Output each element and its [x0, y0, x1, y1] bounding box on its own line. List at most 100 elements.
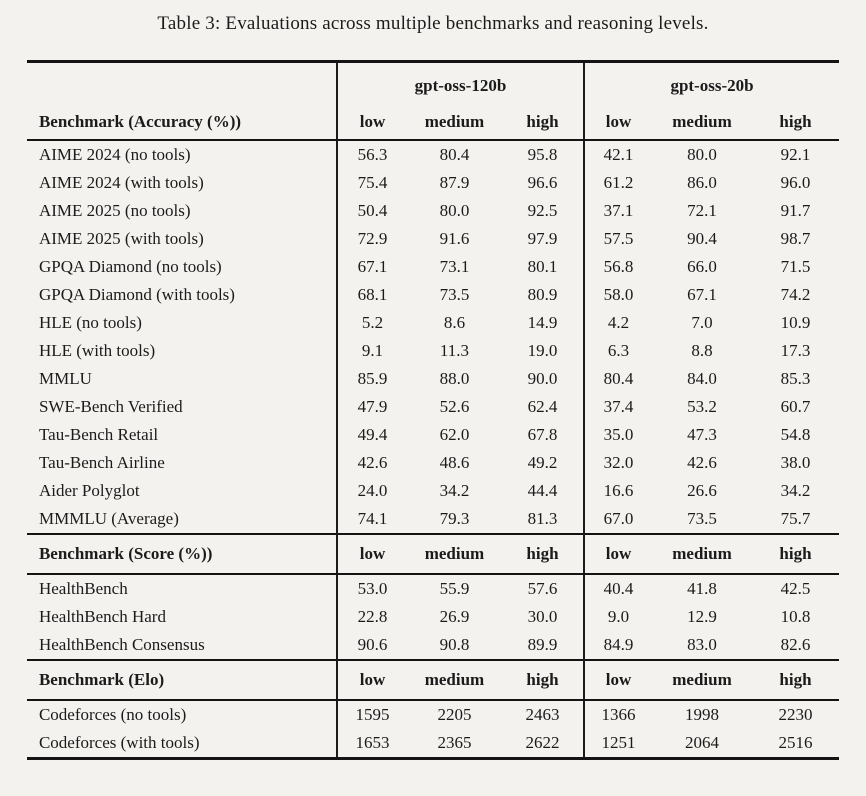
value-cell: 90.6	[335, 631, 407, 660]
table-row: HealthBench Consensus 90.6 90.8 89.9 84.9 83.…	[27, 631, 839, 660]
value-cell: 8.8	[691, 341, 713, 360]
section-header-label: Benchmark (Accuracy (%))	[26, 98, 337, 141]
value-cell: 68.1	[335, 281, 407, 309]
value-cell: 96.0	[780, 173, 811, 192]
value-cell: 41.8	[687, 579, 717, 598]
section-header-label: Benchmark (Score (%))	[26, 533, 337, 575]
value-cell: 2463	[525, 705, 560, 724]
section-header-row: Benchmark (Score (%)) low medium high low med…	[26, 533, 840, 575]
value-cell: 42.5	[780, 579, 811, 598]
value-cell: 8.6	[443, 313, 466, 332]
value-cell: 1595	[335, 700, 407, 729]
benchmark-label: Tau-Bench Retail	[38, 425, 159, 444]
value-cell: 47.3	[687, 425, 717, 444]
level-header-low: low	[582, 533, 652, 575]
value-cell: 10.8	[780, 607, 811, 626]
value-cell: 90.4	[687, 229, 717, 248]
value-cell: 67.1	[335, 253, 407, 281]
table-row: MMLU 85.9 88.0 90.0 80.4 84.0 85.3	[27, 365, 839, 393]
value-cell: 10.9	[780, 313, 811, 332]
table-row: GPQA Diamond (with tools) 68.1 73.5 80.9 58.…	[27, 281, 839, 309]
value-cell: 2064	[651, 729, 752, 760]
value-cell: 16.6	[582, 477, 652, 505]
value-cell: 80.4	[439, 145, 470, 164]
table-row: AIME 2024 (with tools) 75.4 87.9 96.6 61.2 86…	[27, 169, 839, 197]
table-row: SWE-Bench Verified 47.9 52.6 62.4 37.4 53.2 60…	[27, 393, 839, 421]
value-cell: 56.3	[335, 140, 407, 169]
level-header-high: high	[751, 659, 840, 701]
table-row: Tau-Bench Airline 42.6 48.6 49.2 32.0 42.6 38.…	[27, 449, 839, 477]
value-cell: 80.1	[527, 257, 558, 276]
value-cell: 74.2	[780, 285, 811, 304]
value-cell: 2205	[437, 705, 472, 724]
value-cell: 19.0	[527, 341, 558, 360]
model-group-label-120b: gpt-oss-120b	[335, 60, 584, 98]
benchmark-label: AIME 2025 (no tools)	[38, 201, 191, 220]
value-cell: 14.9	[527, 313, 558, 332]
value-cell: 55.9	[439, 579, 470, 598]
level-header-medium: medium	[406, 533, 502, 575]
value-cell: 95.8	[527, 145, 558, 164]
value-cell: 1653	[335, 729, 407, 760]
value-cell: 84.9	[582, 631, 652, 660]
value-cell: 7.0	[691, 313, 713, 332]
level-header-high: high	[501, 659, 584, 701]
value-cell: 2516	[751, 729, 840, 760]
benchmark-label: Aider Polyglot	[38, 481, 140, 500]
value-cell: 73.5	[439, 285, 470, 304]
value-cell: 6.3	[582, 337, 652, 365]
table-row: HealthBench Hard 22.8 26.9 30.0 9.0 12.9 10.8	[27, 603, 839, 631]
value-cell: 96.6	[527, 173, 558, 192]
value-cell: 52.6	[439, 397, 470, 416]
table-row: AIME 2025 (with tools) 72.9 91.6 97.9 57.5 90…	[27, 225, 839, 253]
value-cell: 75.7	[780, 509, 811, 528]
value-cell: 50.4	[335, 197, 407, 225]
value-cell: 90.0	[527, 369, 558, 388]
table-row: GPQA Diamond (no tools) 67.1 73.1 80.1 56.8 6…	[27, 253, 839, 281]
value-cell: 11.3	[439, 341, 470, 360]
table-row: AIME 2025 (no tools) 50.4 80.0 92.5 37.1 72.1…	[27, 197, 839, 225]
value-cell: 83.0	[687, 635, 717, 654]
value-cell: 81.3	[527, 509, 558, 528]
value-cell: 34.2	[780, 481, 811, 500]
value-cell: 56.8	[582, 253, 652, 281]
value-cell: 53.2	[687, 397, 717, 416]
value-cell: 72.9	[335, 225, 407, 253]
benchmark-label: Codeforces (with tools)	[26, 729, 337, 760]
table-row: MMMLU (Average) 74.1 79.3 81.3 67.0 73.5 75.7	[27, 505, 839, 534]
benchmark-label: GPQA Diamond (with tools)	[38, 285, 235, 304]
value-cell: 88.0	[439, 369, 470, 388]
benchmark-label: HLE (no tools)	[38, 313, 142, 332]
value-cell: 42.6	[687, 453, 717, 472]
benchmark-label: AIME 2024 (no tools)	[38, 145, 191, 164]
value-cell: 71.5	[780, 257, 811, 276]
value-cell: 80.4	[582, 365, 652, 393]
table-row: HLE (with tools) 9.1 11.3 19.0 6.3 8.8 17.3	[27, 337, 839, 365]
value-cell: 92.5	[527, 201, 558, 220]
value-cell: 80.0	[439, 201, 470, 220]
value-cell: 82.6	[780, 635, 811, 654]
section-header-label: Benchmark (Elo)	[26, 659, 337, 701]
value-cell: 97.9	[527, 229, 558, 248]
value-cell: 34.2	[439, 481, 470, 500]
value-cell: 57.6	[527, 579, 558, 598]
value-cell: 92.1	[780, 145, 811, 164]
table-body: Benchmark (Accuracy (%)) low medium high low…	[26, 98, 840, 760]
benchmark-label: HealthBench Hard	[38, 607, 166, 626]
value-cell: 37.1	[582, 197, 652, 225]
value-cell: 9.0	[582, 603, 652, 631]
benchmark-label: MMMLU (Average)	[38, 509, 179, 528]
value-cell: 98.7	[780, 229, 811, 248]
level-header-low: low	[335, 659, 407, 701]
value-cell: 49.4	[335, 421, 407, 449]
value-cell: 47.9	[335, 393, 407, 421]
value-cell: 73.5	[687, 509, 717, 528]
value-cell: 54.8	[780, 425, 811, 444]
value-cell: 1251	[582, 729, 652, 760]
level-header-low: low	[582, 659, 652, 701]
value-cell: 91.6	[439, 229, 470, 248]
level-header-low: low	[335, 533, 407, 575]
value-cell: 85.9	[335, 365, 407, 393]
benchmark-label: GPQA Diamond (no tools)	[38, 257, 222, 276]
value-cell: 90.8	[439, 635, 470, 654]
